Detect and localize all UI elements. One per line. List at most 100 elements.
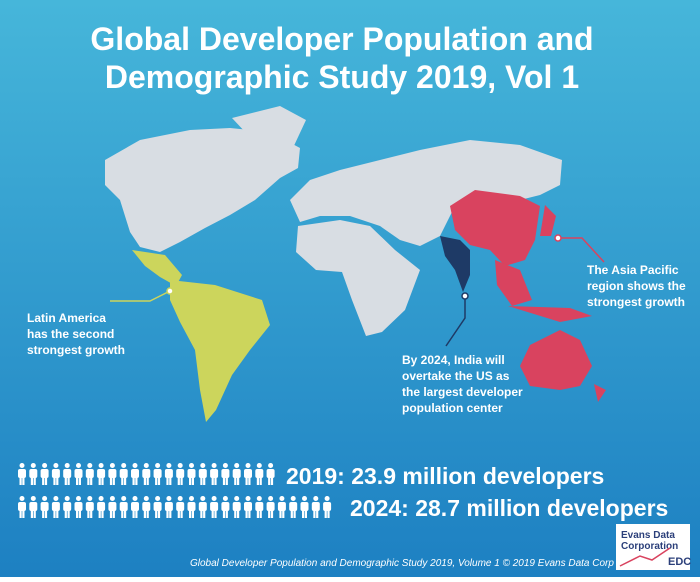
person-part: [74, 469, 83, 478]
person-part: [142, 502, 151, 511]
stat: 2024: 28.7 million developers: [350, 495, 668, 521]
person-part: [277, 502, 286, 511]
person-part: [131, 469, 139, 478]
person-part: [109, 476, 113, 485]
person-part: [42, 463, 48, 468]
person-part: [42, 509, 45, 518]
person-part: [290, 509, 293, 518]
person-icon: [29, 496, 38, 518]
person-part: [270, 509, 274, 518]
person-part: [153, 502, 162, 511]
person-part: [164, 502, 173, 511]
person-icon: [266, 496, 275, 518]
person-icon: [210, 463, 219, 485]
person-part: [176, 502, 185, 511]
person-part: [210, 502, 219, 511]
person-part: [143, 509, 146, 518]
person-part: [64, 476, 67, 485]
person-icon: [40, 496, 49, 518]
person-part: [164, 469, 173, 478]
person-part: [237, 476, 240, 485]
person-icon: [289, 496, 298, 518]
person-part: [203, 509, 206, 518]
person-part: [64, 509, 67, 518]
person-part: [268, 496, 274, 501]
person-icon: [323, 496, 332, 518]
person-part: [311, 502, 320, 511]
person-icon: [131, 496, 139, 518]
person-part: [98, 496, 104, 501]
person-part: [245, 476, 248, 485]
person-part: [279, 509, 282, 518]
asia-pacific: [594, 384, 606, 402]
person-icon: [97, 463, 106, 485]
annotation: Latin America: [27, 311, 106, 325]
person-part: [166, 463, 172, 468]
person-icon: [277, 496, 286, 518]
person-part: [44, 509, 48, 518]
person-part: [76, 496, 81, 501]
person-part: [211, 463, 217, 468]
person-part: [67, 509, 70, 518]
person-icon: [311, 496, 320, 518]
person-part: [74, 502, 83, 511]
person-part: [177, 496, 183, 501]
person-icon: [142, 463, 151, 485]
person-part: [245, 496, 251, 501]
person-part: [155, 496, 161, 501]
logo-graph: [619, 547, 671, 567]
person-part: [282, 509, 285, 518]
person-part: [109, 509, 113, 518]
title: Global Developer Population and: [90, 21, 593, 57]
person-part: [302, 496, 307, 501]
person-part: [108, 502, 117, 511]
person-part: [180, 509, 183, 518]
person-part: [187, 502, 196, 511]
person-part: [132, 509, 135, 518]
person-part: [63, 469, 72, 478]
person-part: [327, 509, 330, 518]
person-icon: [176, 463, 185, 485]
annotation: population center: [402, 401, 503, 415]
callout-line: [558, 237, 605, 263]
person-part: [225, 509, 228, 518]
asia-pacific: [450, 190, 540, 266]
person-part: [22, 509, 25, 518]
person-part: [97, 469, 106, 478]
person-part: [18, 469, 26, 478]
annotation-latin: Latin America has the second strongest g…: [27, 311, 125, 357]
person-part: [222, 496, 228, 501]
person-part: [51, 469, 60, 478]
person-part: [290, 496, 296, 501]
person-part: [211, 496, 217, 501]
person-icon: [198, 496, 207, 518]
person-part: [166, 496, 172, 501]
annotation: By 2024, India will: [402, 353, 505, 367]
person-icon: [40, 463, 49, 485]
person-part: [90, 509, 93, 518]
person-part: [143, 476, 146, 485]
person-part: [255, 469, 264, 478]
person-part: [19, 463, 25, 468]
person-icon: [164, 463, 173, 485]
person-part: [177, 509, 180, 518]
person-part: [259, 509, 262, 518]
person-part: [234, 509, 237, 518]
person-part: [53, 463, 59, 468]
person-part: [121, 476, 124, 485]
person-icon: [198, 463, 207, 485]
annotation: strongest growth: [587, 295, 685, 309]
person-part: [53, 496, 59, 501]
person-part: [64, 496, 70, 501]
person-part: [324, 509, 327, 518]
person-part: [302, 509, 305, 518]
india: [440, 236, 470, 292]
person-icon: [131, 463, 139, 485]
person-icon: [74, 463, 83, 485]
person-icon: [153, 496, 162, 518]
person-part: [29, 469, 38, 478]
person-part: [166, 476, 169, 485]
person-part: [214, 509, 217, 518]
person-part: [98, 509, 101, 518]
